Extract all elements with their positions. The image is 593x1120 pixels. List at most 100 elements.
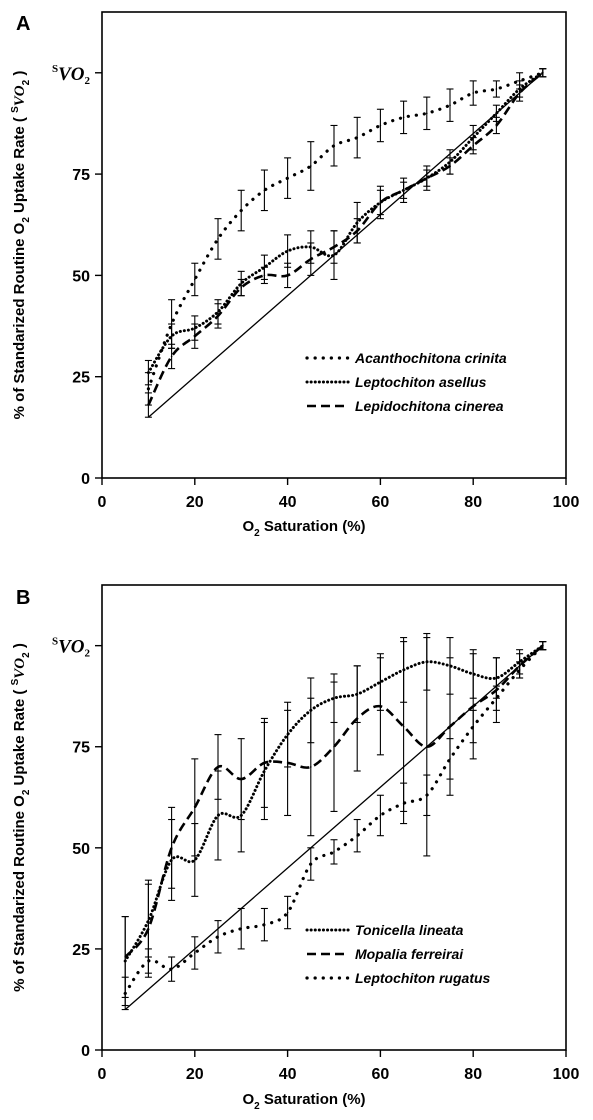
- x-axis-title: O2 Saturation (%): [242, 518, 365, 539]
- y-tick-label: 50: [72, 268, 90, 285]
- reference-line: [147, 72, 544, 418]
- legend: Tonicella lineata Mopalia ferreirai Leptoc…: [305, 922, 491, 986]
- data-point: [449, 104, 451, 106]
- x-tick-label: 40: [279, 494, 297, 511]
- panel-label: B: [16, 587, 30, 609]
- data-point: [472, 144, 475, 147]
- x-tick-label: 20: [186, 1066, 204, 1083]
- y-tick-label: 75: [72, 167, 90, 184]
- legend-label: Lepidochitona cinerea: [355, 398, 504, 414]
- x-tick-label: 20: [186, 494, 204, 511]
- x-tick-label: 0: [98, 494, 107, 511]
- x-tick-label: 80: [464, 494, 482, 511]
- data-point: [426, 177, 428, 179]
- data-point: [310, 165, 312, 167]
- y-axis-title-v: VO: [12, 85, 28, 106]
- x-tick-label: 100: [553, 494, 580, 511]
- data-point: [402, 189, 405, 192]
- data-point: [263, 274, 266, 277]
- x-tick-label: 100: [553, 1066, 580, 1083]
- data-point: [194, 952, 196, 954]
- x-tick-label: 80: [464, 1066, 482, 1083]
- series-line: [124, 644, 544, 958]
- data-point: [472, 92, 475, 94]
- series-1: [121, 637, 547, 998]
- data-point: [217, 238, 219, 240]
- data-point: [333, 851, 335, 853]
- data-point: [402, 116, 405, 119]
- y-axis-title: % of Standarized Routine O 2 Uptake Rate …: [10, 71, 32, 420]
- series-1: [144, 68, 547, 386]
- svo2-v: VO: [58, 64, 85, 85]
- svo2-tick-label: SVO2: [52, 636, 91, 660]
- y-axis-title-sup: S: [10, 678, 21, 685]
- y-axis-title: % of Standarized Routine O2 Uptake Rate …: [10, 643, 32, 992]
- legend-label: Mopalia ferreirai: [355, 946, 464, 962]
- y-axis-title-end: ): [11, 71, 28, 80]
- data-point: [333, 745, 335, 748]
- y-axis-title-sub2: 2: [21, 652, 32, 658]
- series-2: [144, 68, 547, 418]
- x-tick-label: 40: [279, 1066, 297, 1083]
- plot-frame: [101, 11, 567, 479]
- panel-label: A: [16, 13, 30, 35]
- data-point: [379, 124, 382, 127]
- series-0: [144, 68, 547, 406]
- data-point: [495, 88, 498, 90]
- x-axis-title-main: O: [242, 518, 254, 535]
- y-axis-title-end: ): [11, 643, 28, 652]
- svo2-sup: S: [52, 636, 58, 648]
- y-tick-label: 25: [72, 370, 90, 387]
- data-point: [426, 745, 428, 748]
- data-point: [194, 278, 196, 281]
- series-line: [146, 71, 545, 375]
- y-axis-title-mid: Uptake Rate (: [11, 113, 28, 217]
- y-axis-title-pre: % of Standarized Routine O: [11, 222, 28, 419]
- legend-label: Tonicella lineata: [355, 922, 464, 938]
- y-tick-label: 75: [72, 740, 90, 757]
- data-point: [310, 766, 312, 768]
- y-axis-title-sub: 2: [21, 789, 32, 795]
- y-axis-title-pre: % of Standarized Routine O: [11, 795, 28, 992]
- y-axis-title-sub2: 2: [21, 79, 32, 85]
- data-point: [426, 112, 428, 115]
- y-tick-label: 50: [72, 841, 90, 858]
- y-tick-label: 0: [81, 471, 90, 488]
- data-point: [518, 92, 521, 94]
- data-point: [495, 697, 498, 700]
- data-point: [170, 355, 173, 358]
- series-line: [147, 71, 544, 406]
- x-tick-label: 60: [372, 494, 390, 511]
- x-axis-title-rest: Saturation (%): [260, 518, 366, 535]
- x-axis-title: O2 Saturation (%): [242, 1091, 365, 1112]
- y-axis-title-v: VO: [12, 658, 28, 679]
- data-point: [402, 725, 405, 728]
- svo2-sup: S: [52, 63, 58, 75]
- legend-label: Acanthochitona crinita: [354, 350, 507, 366]
- data-point: [240, 286, 242, 289]
- legend-label: Leptochiton rugatus: [355, 970, 491, 986]
- data-point: [286, 911, 289, 914]
- x-axis-title-sub: 2: [254, 528, 260, 539]
- svo2-v: VO: [58, 637, 85, 658]
- x-tick-label: 60: [372, 1066, 390, 1083]
- svo2-tick-label: SVO2: [52, 63, 91, 87]
- data-point: [542, 644, 544, 647]
- series-line: [146, 71, 545, 391]
- data-point: [379, 814, 382, 817]
- y-axis-title-sup: S: [10, 106, 21, 113]
- y-axis-title-mid: Uptake Rate (: [11, 685, 28, 789]
- legend: Acanthochitona crinita Leptochiton asellu…: [305, 350, 507, 414]
- y-tick-label: 0: [81, 1043, 90, 1060]
- y-tick-label: 25: [72, 942, 90, 959]
- svo2-sub: 2: [85, 648, 91, 660]
- svo2-sub: 2: [85, 75, 91, 87]
- plot-frame: [101, 584, 567, 1051]
- x-axis-title-rest: Saturation (%): [260, 1091, 366, 1108]
- x-axis-title-sub: 2: [254, 1101, 260, 1112]
- series-2: [121, 641, 547, 1011]
- legend-label: Leptochiton asellus: [355, 374, 487, 390]
